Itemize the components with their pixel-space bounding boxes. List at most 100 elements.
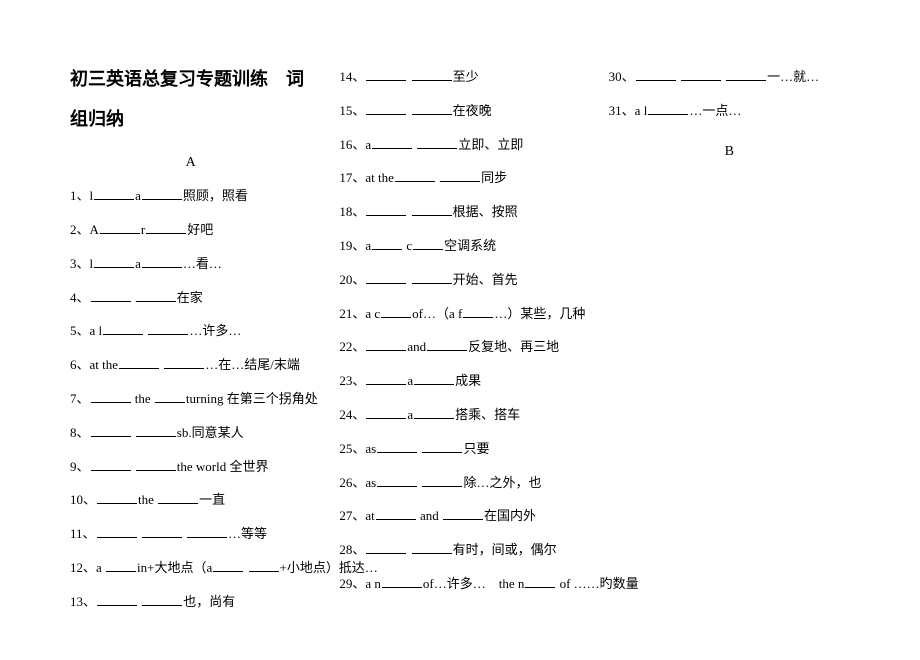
item-number: 30、 (609, 69, 635, 84)
blank (648, 102, 688, 115)
item-text: and (407, 339, 426, 354)
blank (443, 508, 483, 521)
item-gloss: …等等 (228, 526, 267, 541)
item-23: 23、a成果 (339, 364, 580, 398)
blank (377, 440, 417, 453)
item-text: of ……旳数量 (560, 576, 639, 591)
blank (366, 204, 406, 217)
blank (119, 356, 159, 369)
item-text: the (138, 492, 154, 507)
item-10: 10、 the 一直 (70, 483, 311, 517)
item-number: 21、 (339, 306, 365, 321)
item-number: 4、 (70, 290, 90, 305)
item-number: 3、 (70, 256, 90, 271)
item-5: 5、a l …许多… (70, 314, 311, 348)
blank (422, 474, 462, 487)
blank (136, 289, 176, 302)
item-number: 17、 (339, 170, 365, 185)
item-15: 15、 在夜晚 (339, 94, 580, 128)
blank (412, 204, 452, 217)
item-gloss: 成果 (455, 373, 481, 388)
blank (412, 541, 452, 554)
item-gloss: …看… (183, 256, 222, 271)
item-4: 4、 在家 (70, 281, 311, 315)
item-gloss: 在国内外 (484, 508, 536, 523)
item-text: a (135, 256, 141, 271)
blank (148, 323, 188, 336)
item-number: 22、 (339, 339, 365, 354)
item-number: 12、 (70, 560, 96, 575)
blank (463, 305, 493, 318)
blank (91, 390, 131, 403)
item-gloss: 反复地、再三地 (468, 339, 559, 354)
item-text: l (90, 188, 94, 203)
item-28: 28、 有时，间或，偶尔 (339, 533, 580, 567)
blank (636, 68, 676, 81)
item-gloss: 在第三个拐角处 (227, 391, 318, 406)
item-25: 25、as 只要 (339, 432, 580, 466)
item-number: 14、 (339, 69, 365, 84)
item-29: 29、a nof…许多… the n of ……旳数量 (339, 567, 580, 601)
item-gloss: 全世界 (229, 459, 268, 474)
item-text: the (135, 391, 151, 406)
blank (726, 68, 766, 81)
item-number: 28、 (339, 542, 365, 557)
item-text: in+大地点（a (137, 560, 212, 575)
item-number: 15、 (339, 103, 365, 118)
blank (97, 525, 137, 538)
item-gloss: …一点… (689, 103, 741, 118)
blank (414, 406, 454, 419)
item-gloss: 只要 (463, 441, 489, 456)
blank (158, 492, 198, 505)
item-number: 24、 (339, 407, 365, 422)
item-number: 10、 (70, 492, 96, 507)
item-text: a (135, 188, 141, 203)
item-gloss: 一直 (199, 492, 225, 507)
blank (412, 102, 452, 115)
item-text: turning (186, 391, 224, 406)
item-number: 13、 (70, 594, 96, 609)
item-18: 18、 根据、按照 (339, 195, 580, 229)
item-gloss: 也，尚有 (183, 594, 235, 609)
item-number: 9、 (70, 459, 90, 474)
item-number: 8、 (70, 425, 90, 440)
item-text: A (90, 222, 99, 237)
blank (366, 68, 406, 81)
blank (142, 255, 182, 268)
blank (412, 271, 452, 284)
item-11: 11、 …等等 (70, 517, 311, 551)
section-a-header: A (70, 155, 311, 171)
blank (366, 102, 406, 115)
blank (155, 390, 185, 403)
blank (136, 424, 176, 437)
blank (94, 188, 134, 201)
item-gloss: 有时，间或，偶尔 (453, 542, 557, 557)
blank (412, 68, 452, 81)
item-24: 24、a搭乘、搭车 (339, 398, 580, 432)
item-number: 23、 (339, 373, 365, 388)
item-gloss: 除…之外，也 (463, 475, 541, 490)
blank (381, 305, 411, 318)
item-gloss: 在夜晚 (453, 103, 492, 118)
item-text: a c (365, 306, 380, 321)
item-14: 14、 至少 (339, 60, 580, 94)
item-text: at the (90, 357, 119, 372)
page-title: 初三英语总复习专题训练 词组归纳 (70, 60, 311, 139)
item-3: 3、la…看… (70, 247, 311, 281)
item-number: 5、 (70, 323, 90, 338)
item-text: a (407, 407, 413, 422)
item-text: sb. (177, 425, 192, 440)
item-text: …）某些，几种 (494, 306, 585, 321)
blank (366, 271, 406, 284)
item-text: at the (365, 170, 394, 185)
blank (395, 170, 435, 183)
blank (91, 424, 131, 437)
item-text: of…（a f (412, 306, 462, 321)
item-17: 17、at the 同步 (339, 161, 580, 195)
item-text: a l (90, 323, 103, 338)
item-number: 27、 (339, 508, 365, 523)
blank (414, 372, 454, 385)
item-number: 20、 (339, 272, 365, 287)
blank (100, 221, 140, 234)
item-gloss: 空调系统 (444, 238, 496, 253)
